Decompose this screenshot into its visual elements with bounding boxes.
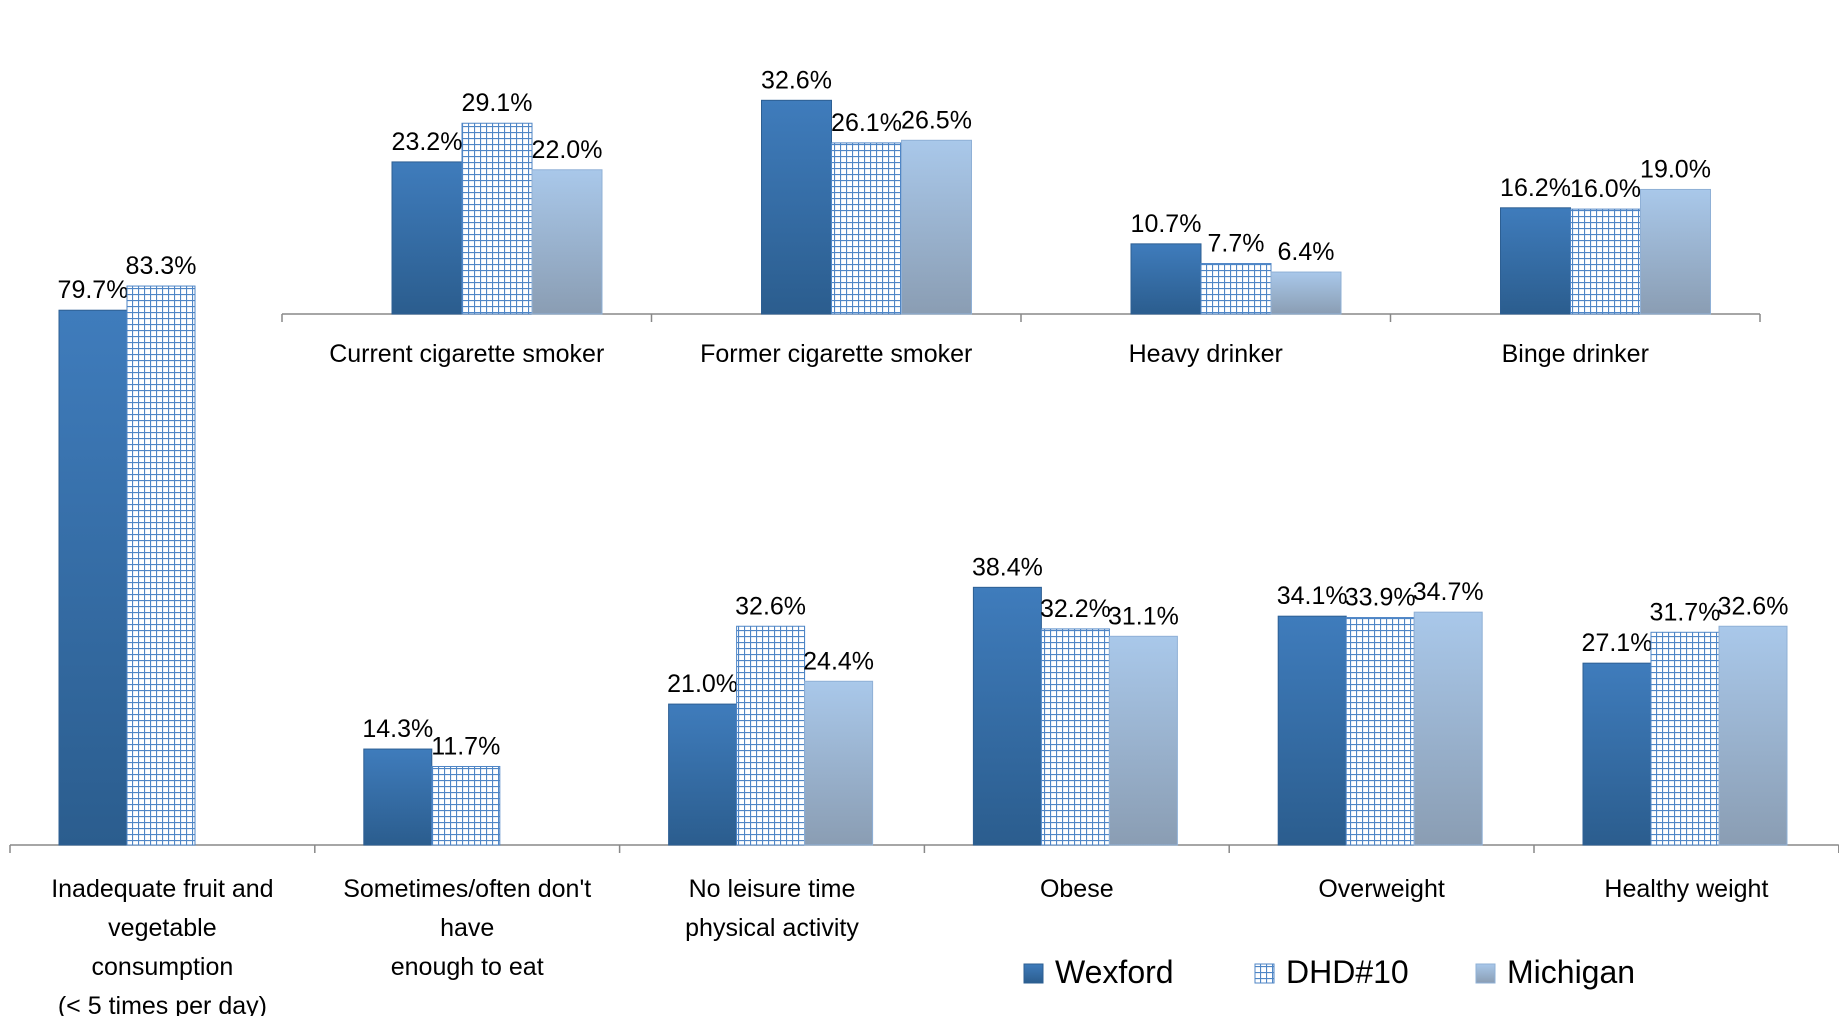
legend-label-dhd-10: DHD#10 [1286,954,1409,990]
bar-dhd10-overweight [1345,617,1415,846]
legend: Wexford DHD#10 Michigan [1023,954,1635,990]
bar-michigan-no-leisure-time-physical-activity [804,680,874,846]
data-label-wexford-former-cigarette-smoker: 32.6% [761,66,832,94]
data-label-wexford-binge-drinker: 16.2% [1500,174,1571,202]
bar-dhd10-obese [1040,628,1110,846]
bar-wexford-former-cigarette-smoker [761,99,832,315]
data-label-dhd10-binge-drinker: 16.0% [1570,175,1641,203]
bar-dhd10-binge-drinker [1570,208,1641,315]
category-label-no-leisure-time-physical-activity: No leisure time physical activity [685,875,859,942]
bar-wexford-heavy-drinker [1130,243,1202,315]
data-label-michigan-former-cigarette-smoker: 26.5% [901,106,972,134]
bar-dhd10-no-leisure-time-physical-activity [736,625,806,846]
data-label-dhd10-no-leisure-time-physical-activity: 32.6% [735,592,806,620]
data-label-dhd10-heavy-drinker: 7.7% [1208,230,1265,258]
top-chart: 23.2% 29.1% 22.0% Current cigarette smoker 3… [281,66,1761,368]
data-label-dhd10-inadequate-fruit-and-vegetable-consumption-5-times-per-day: 83.3% [126,252,197,280]
bar-michigan-healthy-weight [1718,625,1788,846]
data-label-wexford-inadequate-fruit-and-vegetable-consumption-5-times-per-day: 79.7% [58,276,129,304]
bar-wexford-sometimes-often-don-t-have-enough-to-eat [363,748,433,846]
data-label-michigan-healthy-weight: 32.6% [1718,592,1789,620]
category-label-current-cigarette-smoker: Current cigarette smoker [329,340,604,368]
bar-wexford-binge-drinker [1500,207,1571,315]
bar-michigan-current-cigarette-smoker [531,169,603,315]
bar-dhd10-heavy-drinker [1200,263,1272,315]
bar-dhd10-sometimes-often-don-t-have-enough-to-eat [431,765,501,846]
data-label-michigan-binge-drinker: 19.0% [1640,155,1711,183]
legend-swatch-michigan [1475,963,1496,984]
legend-swatch-dhd-10 [1254,963,1275,984]
category-label-obese: Obese [1040,875,1114,903]
bar-michigan-obese [1108,635,1178,846]
category-label-heavy-drinker: Heavy drinker [1129,340,1283,368]
data-label-wexford-heavy-drinker: 10.7% [1131,210,1202,238]
category-label-sometimes-often-don-t-have-enough-to-eat: Sometimes/often don't have enough to eat [343,875,591,981]
bar-wexford-current-cigarette-smoker [391,161,463,315]
data-label-dhd10-current-cigarette-smoker: 29.1% [462,89,533,117]
bar-dhd10-former-cigarette-smoker [831,142,902,315]
category-label-overweight: Overweight [1318,875,1444,903]
bar-michigan-binge-drinker [1640,188,1711,315]
bar-michigan-heavy-drinker [1270,271,1342,315]
data-label-michigan-overweight: 34.7% [1413,578,1484,606]
data-label-michigan-obese: 31.1% [1108,602,1179,630]
bar-wexford-obese [972,586,1042,846]
bar-wexford-no-leisure-time-physical-activity [668,703,738,846]
data-label-michigan-no-leisure-time-physical-activity: 24.4% [803,647,874,675]
bar-dhd10-healthy-weight [1650,631,1720,846]
data-label-dhd10-overweight: 33.9% [1345,584,1416,612]
data-label-dhd10-former-cigarette-smoker: 26.1% [831,109,902,137]
bar-wexford-healthy-weight [1582,662,1652,846]
legend-swatch-wexford [1023,963,1044,984]
bar-michigan-former-cigarette-smoker [901,139,972,315]
category-label-binge-drinker: Binge drinker [1502,340,1649,368]
data-label-dhd10-sometimes-often-don-t-have-enough-to-eat: 11.7% [431,732,500,760]
bar-wexford-overweight [1277,615,1347,846]
legend-label-wexford: Wexford [1055,954,1174,990]
data-label-wexford-obese: 38.4% [972,553,1043,581]
bar-michigan-overweight [1413,611,1483,846]
data-label-michigan-heavy-drinker: 6.4% [1278,238,1335,266]
data-label-wexford-overweight: 34.1% [1277,582,1348,610]
data-label-dhd10-healthy-weight: 31.7% [1650,598,1721,626]
bar-dhd10-current-cigarette-smoker [461,122,533,315]
data-label-wexford-current-cigarette-smoker: 23.2% [392,128,463,156]
data-label-michigan-current-cigarette-smoker: 22.0% [532,136,603,164]
data-label-wexford-no-leisure-time-physical-activity: 21.0% [667,670,738,698]
category-label-former-cigarette-smoker: Former cigarette smoker [700,340,972,368]
bar-dhd10-inadequate-fruit-and-vegetable-consumption-5-times-per-day [126,285,196,846]
legend-label-michigan: Michigan [1507,954,1635,990]
bar-wexford-inadequate-fruit-and-vegetable-consumption-5-times-per-day [58,309,128,846]
bottom-chart: 79.7%83.3% Inadequate fruit and vegetable c… [9,252,1839,1016]
data-label-wexford-healthy-weight: 27.1% [1582,629,1653,657]
data-label-wexford-sometimes-often-don-t-have-enough-to-eat: 14.3% [362,715,433,743]
category-label-inadequate-fruit-and-vegetable-consumption-5-times-per-day: Inadequate fruit and vegetable consumption… [51,875,273,1016]
category-label-healthy-weight: Healthy weight [1604,875,1768,903]
data-label-dhd10-obese: 32.2% [1040,595,1111,623]
